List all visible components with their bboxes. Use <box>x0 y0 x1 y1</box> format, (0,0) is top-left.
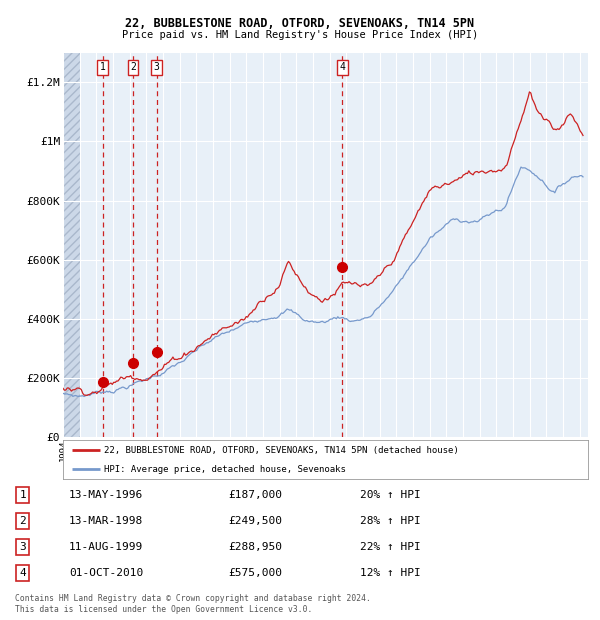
Text: 12% ↑ HPI: 12% ↑ HPI <box>360 568 421 578</box>
Text: 4: 4 <box>19 568 26 578</box>
Text: 01-OCT-2010: 01-OCT-2010 <box>69 568 143 578</box>
Text: 13-MAR-1998: 13-MAR-1998 <box>69 516 143 526</box>
Text: Contains HM Land Registry data © Crown copyright and database right 2024.: Contains HM Land Registry data © Crown c… <box>15 594 371 603</box>
Text: £249,500: £249,500 <box>228 516 282 526</box>
Text: £575,000: £575,000 <box>228 568 282 578</box>
Text: 1: 1 <box>19 490 26 500</box>
Text: 2: 2 <box>130 62 136 73</box>
Text: 22, BUBBLESTONE ROAD, OTFORD, SEVENOAKS, TN14 5PN: 22, BUBBLESTONE ROAD, OTFORD, SEVENOAKS,… <box>125 17 475 30</box>
Text: 4: 4 <box>339 62 345 73</box>
Text: 1: 1 <box>100 62 106 73</box>
Text: 22, BUBBLESTONE ROAD, OTFORD, SEVENOAKS, TN14 5PN (detached house): 22, BUBBLESTONE ROAD, OTFORD, SEVENOAKS,… <box>104 446 459 454</box>
Text: 20% ↑ HPI: 20% ↑ HPI <box>360 490 421 500</box>
Text: HPI: Average price, detached house, Sevenoaks: HPI: Average price, detached house, Seve… <box>104 465 346 474</box>
Text: 28% ↑ HPI: 28% ↑ HPI <box>360 516 421 526</box>
Text: 3: 3 <box>19 542 26 552</box>
Text: 3: 3 <box>154 62 160 73</box>
Bar <box>63 53 80 437</box>
Text: £288,950: £288,950 <box>228 542 282 552</box>
Text: 13-MAY-1996: 13-MAY-1996 <box>69 490 143 500</box>
Text: 11-AUG-1999: 11-AUG-1999 <box>69 542 143 552</box>
Text: 22% ↑ HPI: 22% ↑ HPI <box>360 542 421 552</box>
Text: 2: 2 <box>19 516 26 526</box>
Text: This data is licensed under the Open Government Licence v3.0.: This data is licensed under the Open Gov… <box>15 605 313 614</box>
Text: £187,000: £187,000 <box>228 490 282 500</box>
Text: Price paid vs. HM Land Registry's House Price Index (HPI): Price paid vs. HM Land Registry's House … <box>122 30 478 40</box>
